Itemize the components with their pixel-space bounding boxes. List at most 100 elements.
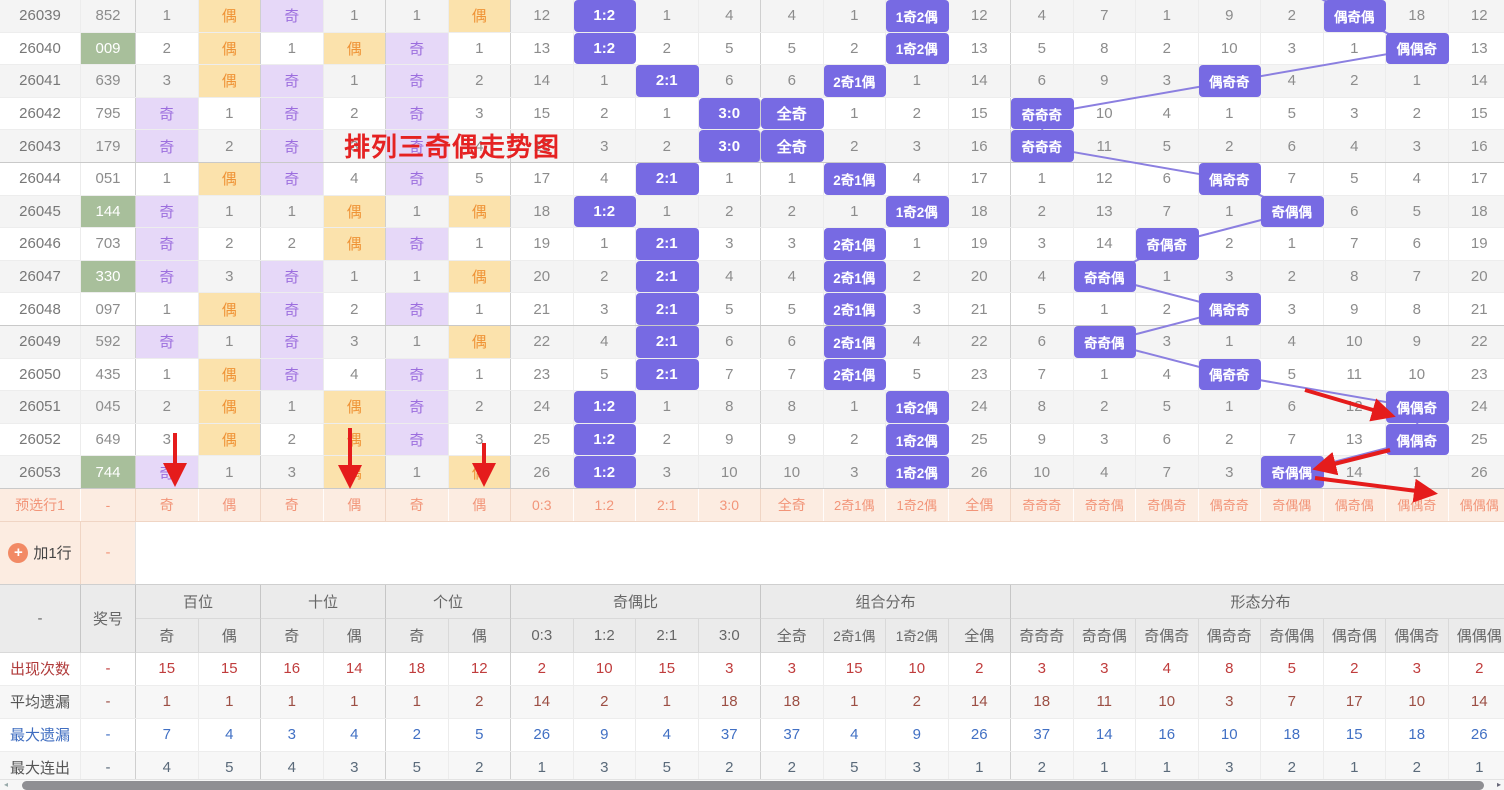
preselect-cell[interactable]: 偶偶偶	[1448, 488, 1504, 521]
combo-cell: 2	[824, 32, 886, 65]
period-cell: 26043	[0, 130, 81, 162]
digit-cell: 偶	[323, 228, 386, 260]
stats-dash-cell: -	[81, 751, 136, 784]
stats-value-cell: 7	[136, 718, 199, 751]
scroll-left-arrow[interactable]: ◂	[4, 780, 9, 789]
preselect-cell[interactable]: 2奇1偶	[823, 488, 886, 521]
scrollbar-thumb[interactable]	[22, 781, 1484, 790]
combo-cell: 4	[761, 260, 824, 293]
digit-cell: 1	[136, 162, 199, 195]
pattern-cell: 偶奇偶	[1323, 0, 1386, 32]
preselect-cell[interactable]: 偶	[448, 488, 511, 521]
ratio-cell: 3	[574, 293, 636, 325]
preselect-cell[interactable]: 奇偶奇	[1136, 488, 1199, 521]
ratio-cell: 1	[699, 162, 761, 195]
combo-cell: 2奇1偶	[823, 358, 886, 391]
period-cell: 26052	[0, 423, 81, 456]
horizontal-scrollbar[interactable]: ◂ ▸	[0, 779, 1504, 790]
digit-cell: 偶	[448, 325, 511, 358]
pattern-cell: 2	[1011, 195, 1074, 228]
period-cell: 26053	[0, 456, 81, 488]
combo-cell: 26	[949, 456, 1011, 488]
preselect-cell[interactable]: 奇奇偶	[1073, 488, 1136, 521]
preselect-cell[interactable]: 奇偶偶	[1261, 488, 1324, 521]
combo-cell: 1奇2偶	[886, 195, 949, 228]
stats-value-cell: 11	[1074, 685, 1136, 718]
preselect-cell[interactable]: 2:1	[636, 488, 699, 521]
combo-cell: 9	[761, 423, 824, 456]
pattern-cell: 26	[1449, 456, 1504, 488]
pattern-cell: 3	[1386, 130, 1449, 162]
ratio-cell: 24	[511, 391, 574, 423]
preselect-cell[interactable]: 全奇	[761, 488, 824, 521]
pattern-cell: 1	[1074, 293, 1136, 325]
combo-cell: 2奇1偶	[823, 260, 886, 293]
combo-cell: 2	[886, 97, 949, 130]
digit-cell: 2	[261, 228, 324, 260]
preselect-cell[interactable]: 奇	[261, 488, 324, 521]
preselect-cell[interactable]: 偶	[198, 488, 261, 521]
period-cell: 26051	[0, 391, 81, 423]
pattern-cell: 11	[1324, 358, 1386, 391]
stats-value-cell: 2	[511, 652, 574, 685]
preselect-cell[interactable]: 0:3	[511, 488, 574, 521]
ratio-cell: 2	[574, 260, 636, 293]
stats-subcolumn-header: 奇偶奇	[1136, 618, 1199, 653]
chart-title-overlay: 排列三奇偶走势图	[344, 132, 561, 162]
stats-value-cell: 5	[636, 751, 699, 784]
preselect-cell[interactable]: 3:0	[698, 488, 761, 521]
period-cell: 26042	[0, 97, 81, 130]
ratio-cell: 1:2	[573, 0, 636, 32]
combo-cell: 1奇2偶	[886, 456, 949, 488]
scroll-right-arrow[interactable]: ▸	[1496, 780, 1501, 789]
stats-value-cell: 2	[1261, 751, 1324, 784]
preselect-cell[interactable]: 奇	[386, 488, 449, 521]
stats-value-cell: 3	[886, 751, 949, 784]
stats-value-cell: 2	[761, 751, 824, 784]
digit-cell: 2	[324, 97, 386, 130]
digit-cell: 奇	[386, 293, 449, 325]
preselect-cell[interactable]: 1奇2偶	[886, 488, 949, 521]
stats-subcolumn-header: 2奇1偶	[823, 618, 886, 653]
pattern-cell: 9	[1324, 293, 1386, 325]
combo-cell: 6	[761, 325, 824, 358]
combo-cell: 2奇1偶	[823, 162, 886, 195]
digit-cell: 1	[136, 358, 199, 391]
preselect-cell[interactable]: 偶奇奇	[1198, 488, 1261, 521]
award-cell: 649	[81, 423, 136, 456]
preselect-cell[interactable]: 奇	[136, 488, 199, 521]
stats-value-cell: 5	[449, 718, 511, 751]
stats-group-header: 奇偶比	[511, 584, 761, 619]
preselect-cell[interactable]: 全偶	[948, 488, 1011, 521]
stats-value-cell: 1	[949, 751, 1011, 784]
ratio-cell: 3	[574, 130, 636, 162]
preselect-award-cell: -	[81, 488, 136, 521]
ratio-cell: 2	[636, 423, 699, 456]
ratio-cell: 2:1	[636, 293, 699, 325]
pattern-cell: 2	[1261, 260, 1324, 293]
preselect-cell[interactable]: 偶偶奇	[1386, 488, 1449, 521]
ratio-cell: 6	[699, 65, 761, 97]
stats-value-cell: 10	[1136, 685, 1199, 718]
trend-row: 26048 097 1 偶奇 2 奇 1 21 3 2:1 5 5 2奇1偶 3 21 5 1 2 偶奇奇 3 9 8 21	[0, 293, 1504, 326]
stats-subcolumn-header-row: 奇偶奇偶奇偶 0:3 1:2 2:1 3:0 全奇 2奇1偶 1奇2偶 全偶 奇奇奇 奇奇偶 奇偶奇偶…	[136, 618, 1504, 653]
ratio-cell: 1:2	[573, 423, 636, 456]
trend-row: 26044 051 1 偶奇 4 奇 5 17 4 2:1 1 1 2奇1偶 4 17 1 12 6 偶奇奇 7 5 4 1…	[0, 162, 1504, 196]
digit-cell: 2	[261, 423, 324, 456]
pattern-cell: 偶奇奇	[1198, 162, 1261, 195]
digit-cell: 1	[199, 325, 261, 358]
stats-value-cell: 18	[1261, 718, 1324, 751]
preselect-cell[interactable]: 1:2	[573, 488, 636, 521]
preselect-cell[interactable]: 奇奇奇	[1011, 488, 1074, 521]
preselect-cell[interactable]: 偶	[323, 488, 386, 521]
period-cell: 26050	[0, 358, 81, 391]
pattern-cell: 1	[1136, 260, 1199, 293]
digit-cell: 奇	[136, 130, 199, 162]
stats-value-cell: 3	[261, 718, 324, 751]
stats-value-cell: 5	[1261, 652, 1324, 685]
add-row-button[interactable]: + 加1行	[0, 521, 81, 584]
digit-cell: 3	[136, 423, 199, 456]
stats-value-cell: 1	[261, 685, 324, 718]
preselect-cell[interactable]: 偶奇偶	[1323, 488, 1386, 521]
